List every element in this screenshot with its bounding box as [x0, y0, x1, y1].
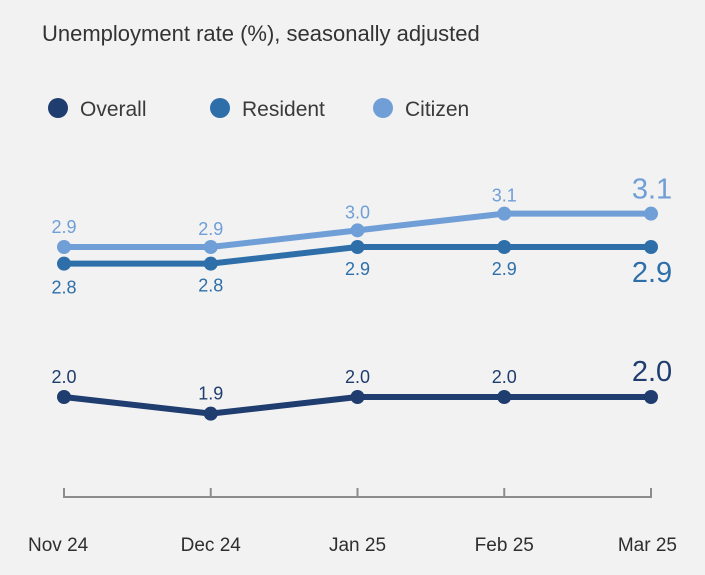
data-label: 2.0 — [492, 367, 517, 387]
data-label: 2.0 — [632, 356, 672, 388]
data-point — [57, 240, 71, 254]
data-label: 3.0 — [345, 202, 370, 222]
data-point — [497, 390, 512, 404]
data-point — [350, 240, 365, 254]
data-point — [57, 390, 71, 404]
legend-label-resident: Resident — [242, 98, 325, 121]
data-point — [497, 206, 512, 221]
data-label: 2.0 — [345, 367, 370, 387]
legend-item-overall: Overall — [48, 98, 147, 121]
data-label: 2.9 — [492, 259, 517, 279]
legend-label-citizen: Citizen — [405, 98, 469, 121]
data-label: 2.9 — [198, 219, 223, 239]
x-axis: Nov 24 Dec 24 Jan 25 Feb 25 Mar 25 — [28, 488, 677, 556]
legend-marker-overall — [48, 98, 68, 118]
x-tick-label: Mar 25 — [618, 535, 677, 556]
data-label: 3.1 — [632, 174, 672, 206]
chart-title: Unemployment rate (%), seasonally adjust… — [42, 21, 480, 46]
data-point — [644, 240, 658, 254]
legend: Overall Resident Citizen — [48, 98, 469, 121]
data-point — [350, 223, 365, 238]
x-tick-label: Jan 25 — [329, 535, 386, 556]
series-resident: 2.8 2.8 2.9 2.9 2.9 — [51, 240, 672, 298]
data-label: 2.9 — [632, 257, 672, 289]
data-label: 3.1 — [492, 186, 517, 206]
legend-item-resident: Resident — [210, 98, 325, 121]
x-tick-label: Dec 24 — [181, 535, 242, 556]
data-point — [203, 406, 218, 421]
plot-area: 2.9 2.93.03.1 3.12.8 2.82.9 2.9 2.92.01.92.0 2… — [51, 174, 672, 421]
legend-label-overall: Overall — [80, 98, 147, 121]
data-point — [203, 256, 218, 271]
data-point — [203, 240, 218, 254]
data-label: 2.9 — [345, 259, 370, 279]
series-citizen: 2.9 2.9 3.0 3.1 3.1 — [51, 174, 672, 254]
legend-marker-resident — [210, 98, 230, 118]
data-label: 2.8 — [51, 278, 76, 298]
data-label: 2.8 — [198, 276, 223, 296]
data-label: 2.0 — [51, 367, 76, 387]
data-point — [497, 240, 512, 254]
series-overall: 2.0 1.9 2.0 2.0 2.0 — [51, 356, 672, 421]
legend-item-citizen: Citizen — [373, 98, 469, 121]
data-point — [57, 256, 71, 271]
data-label: 1.9 — [198, 384, 223, 404]
data-point — [350, 390, 365, 404]
x-tick-label: Nov 24 — [28, 535, 89, 556]
data-label: 2.9 — [51, 217, 76, 237]
x-tick-label: Feb 25 — [475, 535, 534, 556]
legend-marker-citizen — [373, 98, 393, 118]
data-point — [644, 390, 658, 404]
data-point — [644, 206, 658, 221]
